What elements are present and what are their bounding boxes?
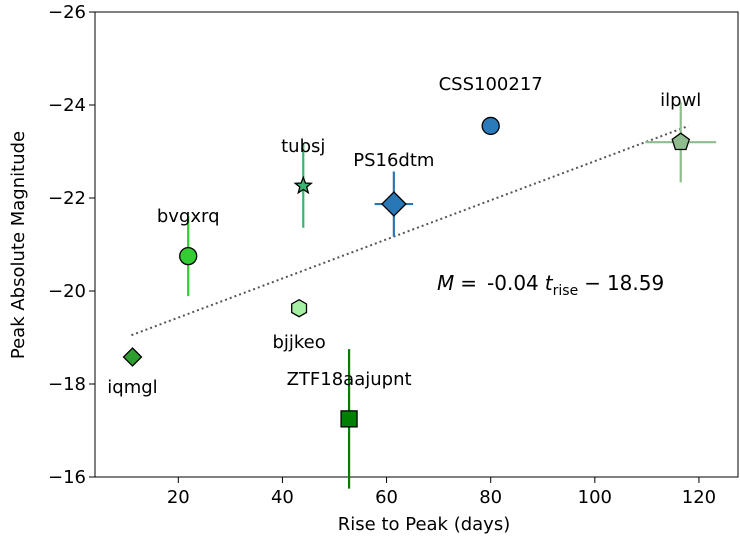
x-axis-title: Rise to Peak (days): [338, 514, 510, 535]
y-tick-label: −18: [48, 374, 86, 395]
point-label: bjjkeo: [272, 332, 325, 353]
marker: [671, 132, 691, 151]
point-label: iqmgl: [107, 377, 157, 398]
marker: [293, 175, 314, 195]
fit-line: [131, 124, 689, 337]
point-label: CSS100217: [439, 74, 543, 95]
annotation-eq: =: [460, 271, 477, 295]
marker: [179, 246, 198, 266]
point-label: bvgxrq: [157, 206, 220, 227]
point-label: tubsj: [281, 136, 325, 157]
y-tick-label: −24: [48, 95, 86, 116]
annotation-intercept: 18.59: [607, 271, 664, 295]
y-axis-title: Peak Absolute Magnitude: [8, 131, 29, 359]
y-tick-label: −16: [48, 467, 86, 488]
annotation-sub: rise: [553, 283, 579, 299]
plot-frame: [94, 11, 739, 478]
x-tick-label: 20: [167, 487, 190, 508]
marker: [291, 298, 308, 318]
marker: [481, 116, 500, 136]
marker: [380, 191, 407, 217]
point-label: ZTF18aajupnt: [287, 369, 412, 390]
fit-annotation: M = -0.04 trise −18.59: [437, 271, 664, 299]
point-label: PS16dtm: [353, 150, 434, 171]
x-tick-label: 120: [682, 487, 716, 508]
annotation-var: t: [545, 271, 554, 295]
x-tick-label: 80: [479, 487, 502, 508]
marker: [340, 410, 358, 428]
marker: [122, 347, 143, 367]
annotation-lhs: M: [437, 271, 454, 295]
annotation-op: −: [584, 271, 601, 295]
y-tick-label: −20: [48, 281, 86, 302]
x-tick-label: 40: [271, 487, 294, 508]
y-tick-label: −26: [48, 2, 86, 23]
annotation-slope: -0.04: [487, 271, 539, 295]
y-tick-label: −22: [48, 188, 86, 209]
x-tick-label: 100: [578, 487, 612, 508]
x-tick-label: 60: [375, 487, 398, 508]
point-label: ilpwl: [660, 90, 701, 111]
